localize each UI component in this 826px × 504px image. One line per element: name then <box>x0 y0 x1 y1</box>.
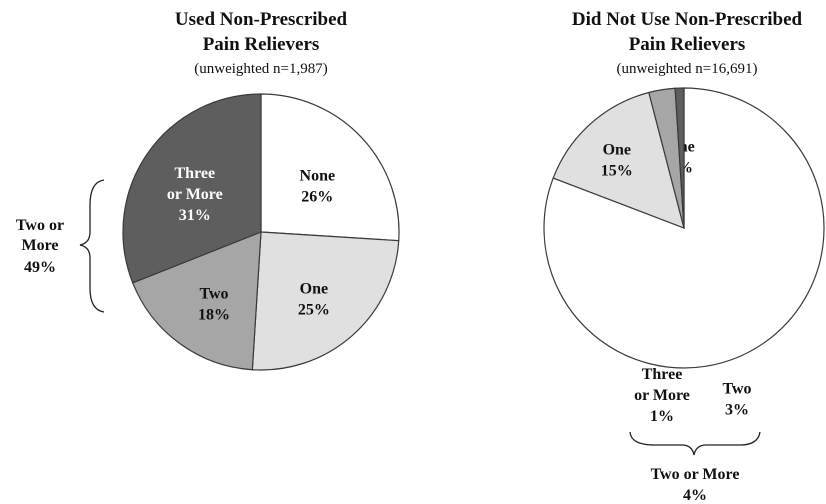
pie2-slice-one <box>552 91 685 229</box>
chart1-group-label-line1: Two or <box>16 217 64 234</box>
chart1-group-label-line2: More <box>21 237 58 254</box>
pie1-label-one-line1: One <box>300 281 328 298</box>
pie1-label-two-line1: Two <box>199 285 228 302</box>
pie1-slice-three-or-more <box>122 93 262 284</box>
chart2-title-line2: Pain Relievers <box>629 34 746 55</box>
pie1-slice-one <box>251 231 400 371</box>
pie1-value-one: 25% <box>298 302 330 319</box>
chart1-group-value: 49% <box>24 259 56 276</box>
pie1-slice-two <box>131 231 262 371</box>
pie-chart-used: None 26% One 25% Two 18% Three or More 31% <box>122 93 400 371</box>
pie1-label-three-or-more-line2: or More <box>167 186 223 203</box>
chart1-subtitle: (unweighted n=1,987) <box>194 61 327 77</box>
chart1-group-brace <box>79 179 105 313</box>
chart2-group-label: Two or More <box>651 466 740 483</box>
pie2-label-three-or-more-line2: or More <box>634 387 690 404</box>
pie2-label-two-line1: Two <box>722 381 751 398</box>
pie1-value-two: 18% <box>198 306 230 323</box>
pie2-label-one-line1: One <box>603 141 631 158</box>
chart1-title-line1: Used Non-Prescribed <box>175 9 348 30</box>
pie2-value-three-or-more: 1% <box>650 408 674 425</box>
pie1-value-three-or-more: 31% <box>179 207 211 224</box>
pie1-value-none: 26% <box>301 189 333 206</box>
pie1-label-three-or-more-line1: Three <box>175 165 216 182</box>
chart2-group-value: 4% <box>683 487 707 504</box>
pie2-slice-three-or-more <box>674 87 685 229</box>
chart2-title-line1: Did Not Use Non-Prescribed <box>572 9 803 30</box>
pie2-label-three-or-more-line1: Three <box>642 366 683 383</box>
pie2-value-one: 15% <box>601 162 633 179</box>
pie2-value-two: 3% <box>725 402 749 419</box>
pie1-label-none-line1: None <box>300 168 336 185</box>
chart2-group-brace <box>629 431 761 456</box>
pie1-slice-none <box>260 93 400 242</box>
chart2-subtitle: (unweighted n=16,691) <box>617 61 758 77</box>
chart1-title-line2: Pain Relievers <box>203 34 320 55</box>
